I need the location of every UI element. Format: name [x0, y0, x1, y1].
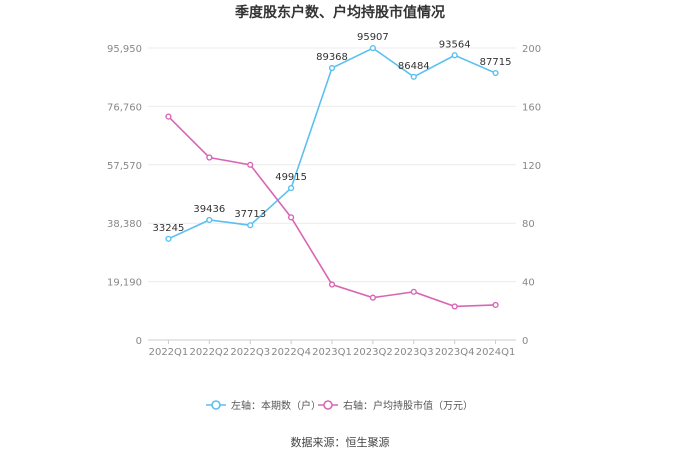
- data-point-left[interactable]: [206, 216, 213, 224]
- data-source: 数据来源：恒生聚源: [291, 435, 390, 449]
- left-tick-label: 0: [136, 336, 142, 347]
- chart-title: 季度股东户数、户均持股市值情况: [234, 4, 445, 21]
- x-tick-label: 2023Q4: [435, 347, 475, 358]
- data-label: 39436: [193, 204, 225, 215]
- left-tick-label: 76,760: [107, 102, 142, 113]
- data-label: 49915: [275, 172, 307, 183]
- right-axis: 0 40 80 120 160 200: [522, 44, 541, 347]
- gridlines: [148, 47, 516, 341]
- data-point-right[interactable]: [206, 154, 213, 161]
- data-point-right[interactable]: [410, 288, 417, 295]
- data-point-left[interactable]: [247, 222, 254, 229]
- data-label: 87715: [480, 57, 512, 68]
- x-tick-label: 2024Q1: [476, 347, 516, 358]
- data-point-left[interactable]: [451, 52, 458, 59]
- x-tick-label: 2023Q2: [353, 347, 393, 358]
- data-point-right[interactable]: [288, 214, 295, 221]
- data-label: 95907: [357, 32, 389, 43]
- left-tick-label: 95,950: [107, 44, 142, 55]
- right-tick-label: 120: [522, 161, 541, 172]
- data-point-left[interactable]: [492, 69, 499, 77]
- legend-item-left[interactable]: 左轴：本期数（户）: [206, 399, 321, 412]
- x-tick-label: 2023Q3: [394, 347, 434, 358]
- data-point-right[interactable]: [492, 301, 499, 309]
- data-label: 89368: [316, 52, 348, 63]
- legend[interactable]: 左轴：本期数（户） 右轴：户均持股市值（万元）: [206, 399, 473, 412]
- x-tick-label: 2023Q1: [312, 347, 352, 358]
- legend-marker-icon: [211, 400, 221, 410]
- data-point-left[interactable]: [288, 184, 295, 192]
- data-label: 37713: [234, 209, 266, 220]
- data-point-left[interactable]: [328, 64, 336, 72]
- right-tick-label: 160: [522, 102, 541, 113]
- data-label: 86484: [398, 61, 430, 72]
- right-tick-label: 0: [522, 336, 528, 347]
- data-point-right[interactable]: [451, 303, 458, 310]
- data-label: 33245: [153, 223, 185, 234]
- data-point-left[interactable]: [369, 45, 376, 52]
- x-tick-label: 2022Q2: [189, 347, 229, 358]
- legend-marker-icon: [323, 400, 333, 410]
- right-tick-label: 80: [522, 219, 535, 230]
- left-axis: 0 19,190 38,380 57,570 76,760 95,950: [107, 44, 142, 347]
- data-point-right[interactable]: [369, 294, 376, 301]
- legend-label: 左轴：本期数（户）: [231, 399, 321, 412]
- data-point-right[interactable]: [165, 113, 172, 120]
- data-point-left[interactable]: [165, 235, 172, 242]
- x-tick-label: 2022Q3: [230, 347, 270, 358]
- series-layer: 33245 39436 37713 49915 89368 95907 86484 93564…: [153, 32, 512, 310]
- data-point-right[interactable]: [247, 161, 254, 168]
- data-label: 93564: [439, 39, 471, 50]
- right-tick-label: 200: [522, 44, 541, 55]
- data-point-left[interactable]: [410, 73, 417, 80]
- x-tick-label: 2022Q4: [271, 347, 311, 358]
- left-tick-label: 57,570: [107, 161, 142, 172]
- x-tick-label: 2022Q1: [149, 347, 189, 358]
- x-axis: 2022Q1 2022Q2 2022Q3 2022Q4 2023Q1 2023Q2 2023…: [149, 340, 516, 358]
- data-point-right[interactable]: [328, 281, 336, 288]
- legend-label: 右轴：户均持股市值（万元）: [343, 399, 473, 412]
- legend-item-right[interactable]: 右轴：户均持股市值（万元）: [318, 399, 473, 412]
- left-tick-label: 19,190: [107, 278, 142, 289]
- left-tick-label: 38,380: [107, 219, 142, 230]
- right-tick-label: 40: [522, 278, 535, 289]
